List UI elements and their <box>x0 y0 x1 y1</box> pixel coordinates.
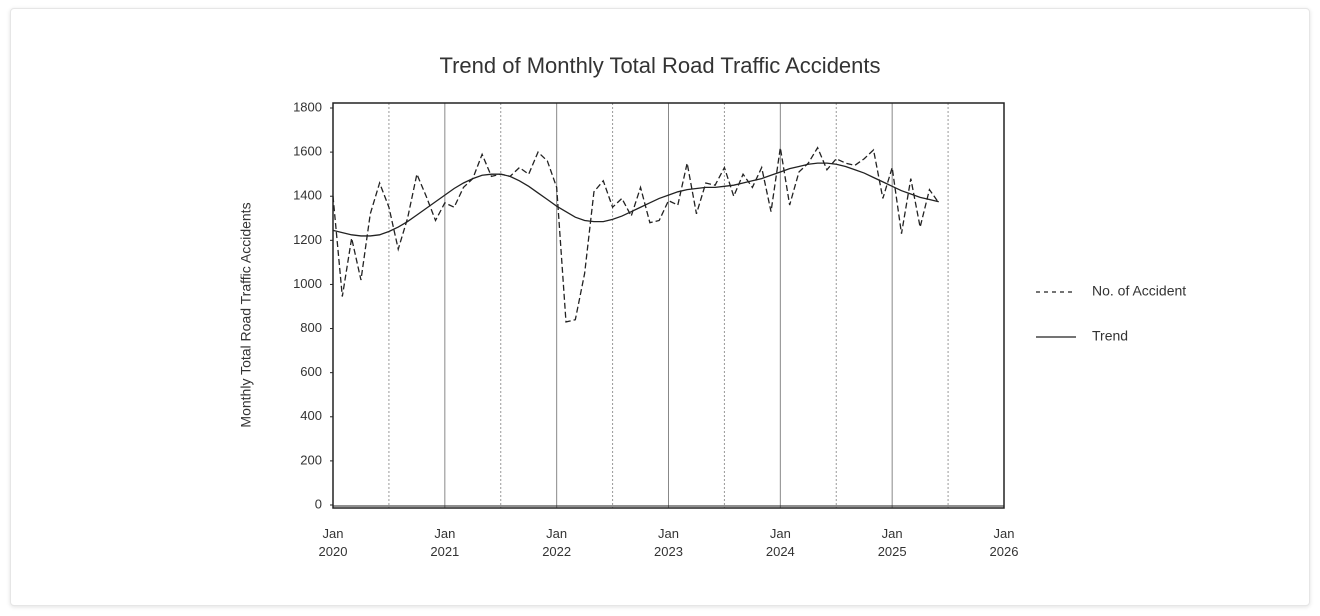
chart-title: Trend of Monthly Total Road Traffic Acci… <box>439 53 880 78</box>
y-tick-label: 1600 <box>293 144 322 159</box>
x-tick-label: Jan 2020 <box>319 526 348 559</box>
series-line <box>332 162 939 237</box>
x-tick-label: Jan 2021 <box>430 526 459 559</box>
y-tick-label: 1800 <box>293 99 322 114</box>
x-tick-label: Jan 2026 <box>990 526 1019 559</box>
x-tick-label: Jan 2023 <box>654 526 683 559</box>
x-tick-label: Jan 2025 <box>878 526 907 559</box>
y-axis-label: Monthly Total Road Traffic Accidents <box>238 202 254 427</box>
y-tick-label: 1000 <box>293 276 322 291</box>
x-tick-label: Jan 2022 <box>542 526 571 559</box>
y-tick-label: 600 <box>300 364 322 379</box>
legend-label: No. of Accident <box>1092 283 1186 299</box>
y-tick-label: 200 <box>300 452 322 467</box>
y-tick-label: 1400 <box>293 188 322 203</box>
y-tick-label: 0 <box>315 496 322 511</box>
x-tick-label: Jan 2024 <box>766 526 795 559</box>
plot-frame <box>332 102 1005 509</box>
y-tick-label: 1200 <box>293 232 322 247</box>
y-tick-label: 400 <box>300 408 322 423</box>
series-line <box>332 146 940 323</box>
legend-label: Trend <box>1092 328 1128 344</box>
y-tick-label: 800 <box>300 320 322 335</box>
